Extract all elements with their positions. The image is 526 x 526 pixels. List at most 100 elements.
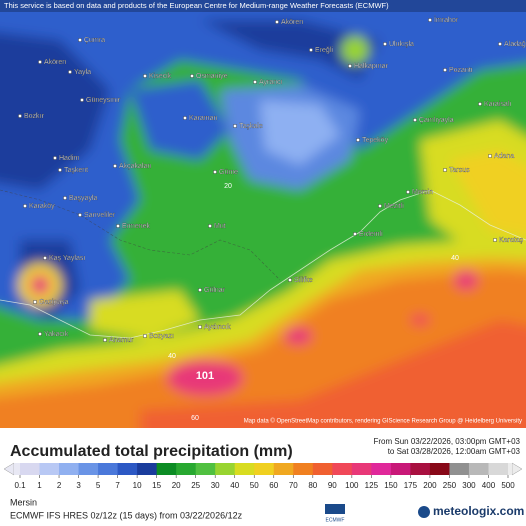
legend-level: 3 (76, 481, 81, 490)
place-label: Başyayla (69, 195, 98, 202)
place-label: Ereğli (315, 47, 333, 54)
place-dot (190, 74, 194, 78)
legend-level: 300 (462, 481, 476, 490)
place-label: Akören (281, 19, 303, 26)
contour-label: 20 (224, 183, 232, 190)
color-swatch (488, 463, 509, 475)
place-dot (198, 288, 202, 292)
place-label: Gülnar (204, 287, 226, 294)
legend-level: 25 (191, 481, 200, 490)
legend-level: 150 (384, 481, 398, 490)
place-dot (53, 156, 57, 160)
place-dot (498, 42, 502, 46)
place-label: Karaköy (29, 203, 55, 210)
place-label: Ulukışla (389, 41, 414, 48)
location: Mersin (10, 497, 37, 507)
place-label: Karaisalı (484, 101, 511, 108)
color-swatch (468, 463, 489, 475)
legend: Accumulated total precipitation (mm) Fro… (0, 428, 526, 526)
color-swatch (234, 463, 255, 475)
place-label: Halkapınar (354, 63, 389, 70)
place-label: Karaman (189, 115, 218, 122)
color-swatch (390, 463, 411, 475)
place-label: Taşkale (239, 123, 263, 130)
legend-level: 50 (250, 481, 259, 490)
place-dot (33, 300, 37, 304)
place-label: Tepeköy (362, 137, 389, 144)
place-label: Akören (44, 59, 66, 66)
legend-level: 15 (152, 481, 161, 490)
contour-label: 60 (191, 415, 199, 422)
place-label: Tarsus (449, 167, 470, 174)
legend-level: 90 (328, 481, 337, 490)
place-dot (43, 256, 47, 260)
place-label: Karataş (499, 237, 524, 244)
place-dot (356, 138, 360, 142)
place-dot (68, 70, 72, 74)
place-dot (275, 20, 279, 24)
place-label: Silifke (294, 277, 313, 284)
place-dot (406, 190, 410, 194)
meteologix-logo-mark (418, 506, 430, 518)
place-label: Yakacık (44, 331, 69, 338)
contour-label: 40 (451, 255, 459, 262)
place-label: Çamlıyayla (419, 117, 454, 124)
legend-level: 125 (365, 481, 379, 490)
place-dot (63, 196, 67, 200)
place-dot (213, 170, 217, 174)
place-label: Güme (219, 169, 238, 176)
place-dot (288, 278, 292, 282)
place-dot (38, 60, 42, 64)
legend-level: 5 (96, 481, 101, 490)
place-dot (383, 42, 387, 46)
place-label: Mut (214, 223, 226, 230)
color-swatch (14, 463, 20, 475)
color-swatch (293, 463, 314, 475)
place-dot (143, 334, 147, 338)
color-bar (14, 463, 512, 478)
place-dot (143, 74, 147, 78)
legend-level: 400 (482, 481, 496, 490)
place-dot (443, 168, 447, 172)
color-swatch (508, 463, 512, 475)
color-swatch (137, 463, 158, 475)
legend-level: 200 (423, 481, 437, 490)
legend-level: 175 (404, 481, 418, 490)
place-label: Osmaniye (196, 73, 228, 80)
period-to: to Sat 03/28/2026, 12:00am GMT+03 (388, 447, 521, 456)
color-swatch (195, 463, 216, 475)
model-info: ECMWF IFS HRES 0z/12z (15 days) from 03/… (10, 510, 243, 520)
ecmwf-logo: ECMWF (326, 517, 345, 523)
color-swatch (273, 463, 294, 475)
legend-level: 1 (37, 481, 42, 490)
place-dot (353, 232, 357, 236)
place-label: Mezitli (384, 203, 404, 210)
place-dot (478, 102, 482, 106)
color-swatch (410, 463, 431, 475)
map: This service is based on data and produc… (0, 0, 526, 428)
legend-level: 0.1 (14, 481, 26, 490)
legend-level: 2 (57, 481, 62, 490)
place-dot (58, 168, 62, 172)
place-dot (113, 164, 117, 168)
color-swatch (351, 463, 372, 475)
place-label: Gazipaşa (39, 299, 69, 306)
place-dot (103, 338, 107, 342)
legend-level: 60 (269, 481, 278, 490)
place-dot (488, 154, 492, 158)
period-from: From Sun 03/22/2026, 03:00pm GMT+03 (373, 437, 520, 446)
color-swatch (449, 463, 470, 475)
color-swatch (117, 463, 138, 475)
legend-level: 7 (115, 481, 120, 490)
legend-level: 250 (443, 481, 457, 490)
legend-level: 100 (345, 481, 359, 490)
banner-bg (0, 0, 526, 12)
contour-label: 101 (196, 370, 214, 382)
ecmwf-logo-mark (325, 504, 345, 514)
place-label: Kisecik (149, 73, 172, 80)
color-swatch (156, 463, 177, 475)
place-label: Kaş Yaylası (49, 255, 85, 262)
place-label: Ermenek (122, 223, 151, 230)
place-dot (198, 325, 202, 329)
